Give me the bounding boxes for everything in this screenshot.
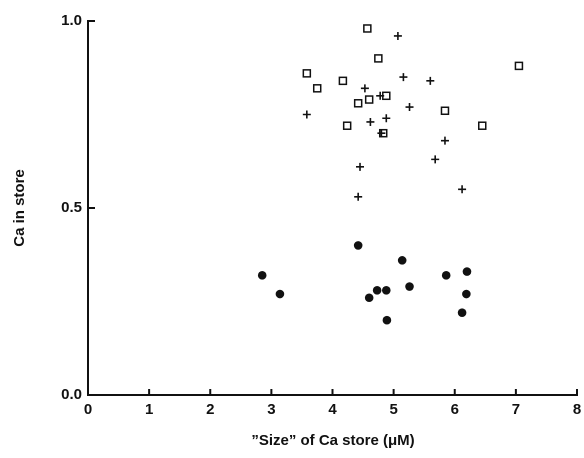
square-point	[478, 121, 487, 130]
x-tick-label: 8	[573, 401, 581, 418]
circle-point	[364, 293, 374, 303]
square-point	[364, 95, 374, 104]
plus-point	[354, 192, 363, 201]
plus-point	[405, 103, 414, 112]
circle-point	[275, 289, 285, 299]
plus-point	[399, 73, 408, 82]
y-tick-label: 1.0	[61, 12, 82, 29]
circle-point	[441, 271, 451, 280]
x-tick-label: 1	[145, 401, 153, 418]
square-point	[338, 76, 348, 86]
circle-point	[353, 241, 363, 250]
plus-point	[426, 76, 435, 85]
plus-point	[458, 185, 467, 194]
circle-point	[405, 282, 414, 291]
square-point	[302, 69, 312, 78]
circle-point	[462, 289, 471, 299]
x-tick-label: 0	[84, 401, 92, 418]
plus-point	[366, 117, 375, 126]
circle-point	[381, 285, 391, 295]
x-tick-label: 2	[206, 401, 214, 418]
plus-point	[360, 84, 369, 93]
plus-point	[376, 91, 385, 100]
square-point	[374, 54, 383, 63]
square-point	[342, 121, 352, 130]
y-tick-label: 0.5	[61, 199, 82, 216]
x-axis-label: ”Size” of Ca store (μM)	[251, 432, 414, 449]
circle-point	[457, 308, 467, 318]
square-point	[363, 24, 372, 33]
plus-point	[302, 110, 311, 119]
plus-point	[382, 114, 391, 123]
plus-point	[377, 129, 386, 138]
circle-point	[372, 285, 382, 295]
plus-point	[356, 162, 365, 171]
x-tick-label: 5	[389, 401, 397, 418]
plus-point	[393, 31, 402, 40]
circle-point	[462, 267, 472, 276]
square-point	[440, 106, 450, 116]
y-tick-label: 0.0	[61, 386, 82, 403]
plus-point	[431, 155, 440, 164]
square-point	[312, 84, 322, 93]
circle-point	[382, 315, 392, 325]
x-tick-label: 3	[267, 401, 275, 418]
square-point	[514, 61, 524, 71]
x-tick-label: 6	[451, 401, 459, 418]
square-point	[353, 99, 363, 108]
y-axis-label: Ca in store	[11, 169, 28, 247]
x-tick-label: 7	[512, 401, 520, 418]
plus-point	[440, 136, 449, 145]
circle-point	[397, 256, 407, 265]
x-tick-label: 4	[328, 401, 337, 418]
circle-point	[257, 271, 267, 280]
